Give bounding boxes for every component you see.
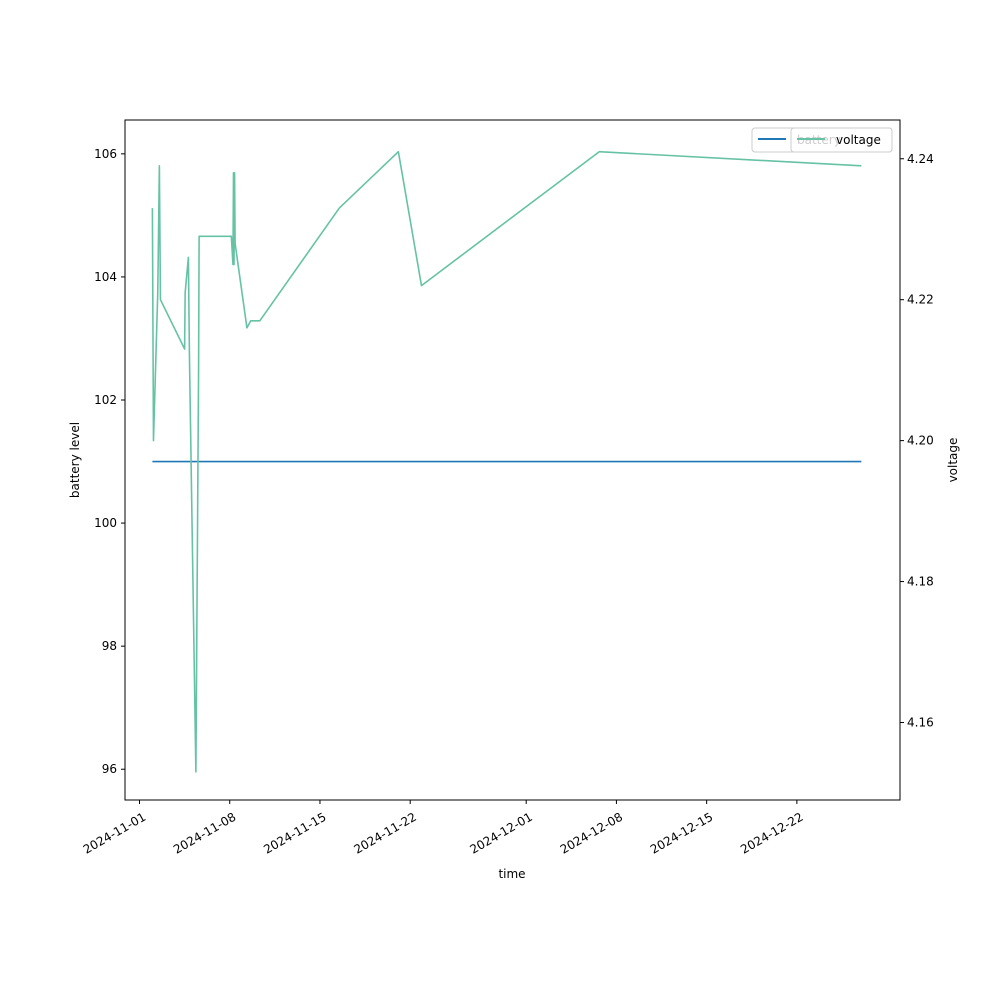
- legend-voltage-label: voltage: [836, 133, 881, 147]
- y-axis-right-title: voltage: [946, 438, 960, 483]
- x-axis-title: time: [498, 867, 525, 881]
- y-tick-label-2: 100: [94, 516, 117, 530]
- y-right-tick-label-2: 4.20: [907, 434, 934, 448]
- y-tick-label-3: 102: [94, 393, 117, 407]
- y-right-tick-label-1: 4.18: [907, 575, 934, 589]
- y-right-tick-label-3: 4.22: [907, 293, 934, 307]
- y-tick-label-5: 106: [94, 147, 117, 161]
- legend-voltage-box: [790, 127, 893, 153]
- y-tick-label-1: 98: [102, 639, 117, 653]
- plot-frame: [124, 119, 901, 801]
- y-axis-right: 4.16 4.18 4.20 4.22 4.24: [900, 152, 934, 729]
- y-tick-label-4: 104: [94, 270, 117, 284]
- legend-voltage: voltage: [790, 127, 893, 153]
- y-right-tick-label-0: 4.16: [907, 715, 934, 729]
- y-tick-label-0: 96: [102, 762, 117, 776]
- y-axis-left: 96 98 100 102 104 106: [94, 147, 125, 776]
- series-line-voltage: [151, 150, 862, 773]
- y-axis-title: battery level: [68, 422, 82, 498]
- y-right-tick-label-4: 4.24: [907, 152, 934, 166]
- plot-content: [151, 150, 862, 773]
